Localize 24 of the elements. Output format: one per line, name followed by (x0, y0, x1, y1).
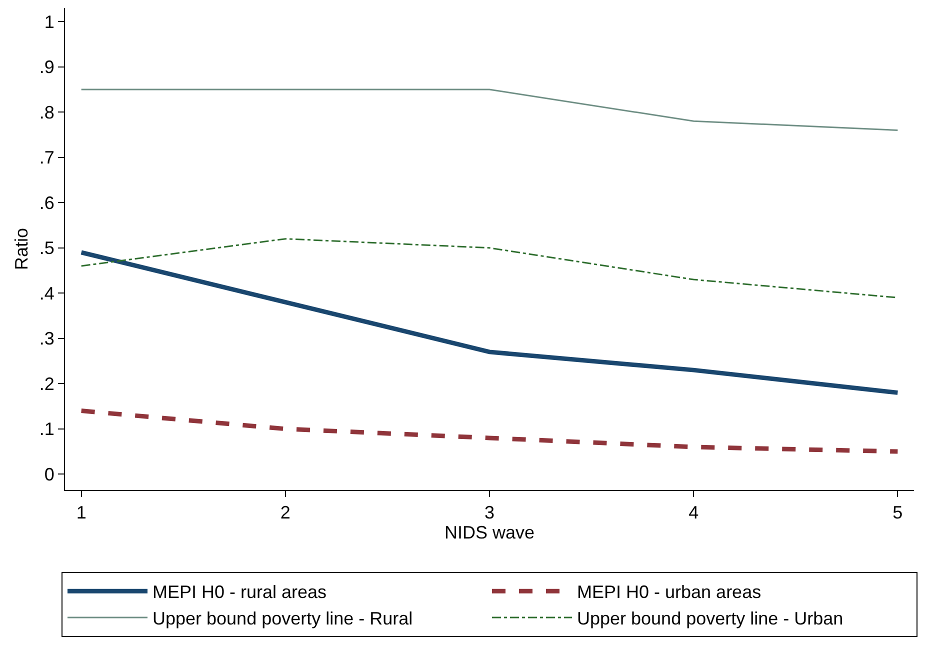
legend-label: Upper bound poverty line - Rural (152, 608, 413, 629)
y-tick-label: .1 (39, 419, 54, 440)
y-tick-label: .2 (39, 374, 54, 394)
legend-label: Upper bound poverty line - Urban (577, 608, 844, 629)
y-tick-label: 1 (44, 12, 54, 32)
y-tick-label: .9 (39, 57, 54, 78)
line-series (79, 250, 900, 395)
x-tick-label: 2 (280, 502, 290, 523)
x-tick-label: 1 (76, 502, 86, 523)
x-tick-label: 5 (892, 502, 903, 523)
x-tick-label: 3 (484, 502, 495, 523)
y-tick-label: .7 (39, 148, 54, 168)
y-tick-label: .4 (39, 283, 54, 304)
legend-label: MEPI H0 - urban areas (577, 582, 762, 602)
y-tick-label: .5 (39, 238, 54, 258)
x-tick-label: 4 (688, 502, 699, 523)
y-tick-label: .6 (39, 192, 54, 213)
line-series (79, 408, 900, 454)
y-tick-label: .8 (39, 102, 54, 122)
y-tick-label: .3 (39, 328, 54, 349)
y-axis-title: Ratio (12, 228, 32, 270)
x-axis-title: NIDS wave (444, 522, 535, 543)
legend-label: MEPI H0 - rural areas (152, 582, 327, 602)
y-tick-label: 0 (44, 464, 54, 484)
